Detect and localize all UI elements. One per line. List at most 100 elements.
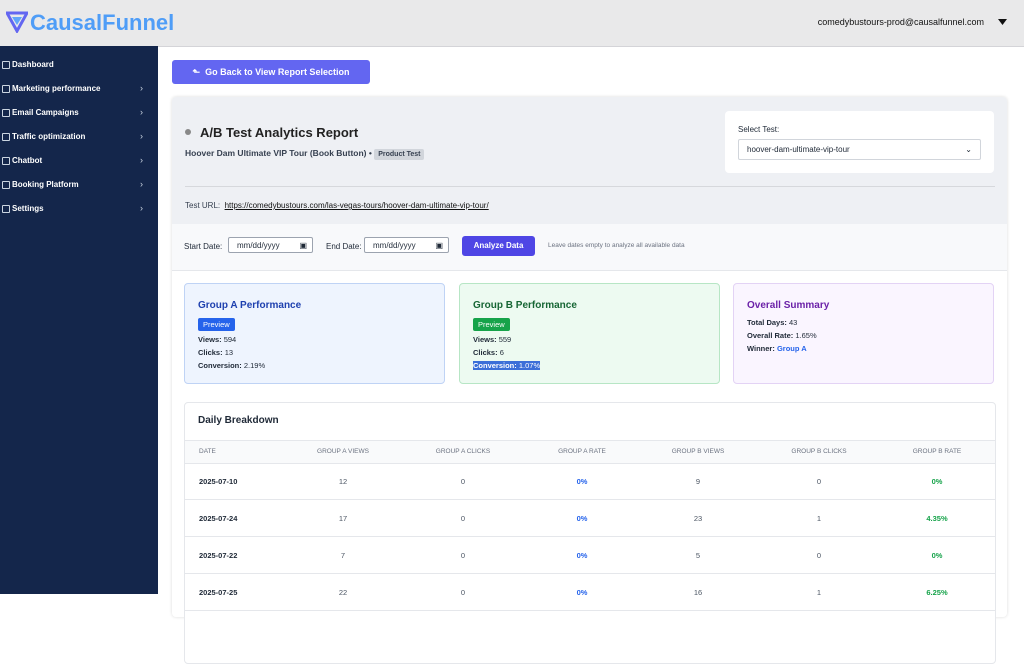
stat-value: 1.65% (795, 331, 817, 340)
stat: Winner: Group A (747, 344, 807, 353)
preview-badge[interactable]: Preview (198, 318, 235, 331)
column-header: GROUP A RATE (558, 448, 606, 455)
chevron: › (140, 179, 143, 189)
chevron: › (140, 155, 143, 165)
row-border (185, 499, 995, 500)
row-border (185, 573, 995, 574)
select-label: Select Test: (738, 125, 780, 134)
cell: 0% (576, 514, 588, 523)
filters: Start Date: mm/dd/yyyy ▣ End Date: mm/dd/… (172, 224, 1007, 271)
menu-item[interactable]: Booking Platform › (0, 179, 158, 194)
stat: Views: 594 (198, 335, 236, 344)
table-title: Daily Breakdown (198, 415, 279, 426)
column-header: GROUP B CLICKS (791, 448, 847, 455)
cell: 16 (693, 588, 703, 597)
analyze-button[interactable]: Analyze Data (462, 236, 535, 256)
logo-icon (6, 11, 28, 33)
chevron: › (140, 107, 143, 117)
group-title: Group B Performance (473, 300, 577, 311)
stat: Conversion: 2.19% (198, 361, 265, 370)
daily-table: Daily Breakdown DATE GROUP A VIEWS GROUP A… (184, 402, 996, 664)
chevron: › (140, 83, 143, 93)
test-url: Test URL: https://comedybustours.com/las… (185, 201, 489, 210)
cell: 17 (338, 514, 348, 523)
cell: 0 (460, 588, 466, 597)
url-link[interactable]: https://comedybustours.com/las-vegas-tou… (224, 201, 489, 210)
menu-item[interactable]: Chatbot › (0, 155, 158, 170)
select-value: hoover-dam-ultimate-vip-tour (747, 145, 850, 154)
caret (998, 19, 1007, 25)
group-b-card: Group B Performance Preview Views: 559 Cl… (459, 283, 720, 384)
menu-label: Settings (12, 204, 44, 213)
summary-title: Overall Summary (747, 300, 830, 311)
cell: 2025-07-22 (199, 551, 238, 560)
subtitle-text: Hoover Dam Ultimate VIP Tour (Book Butto… (185, 148, 367, 158)
stat-label: Conversion: (198, 361, 242, 370)
cell: 0 (460, 514, 466, 523)
stat-label: Clicks: (198, 348, 223, 357)
stat: Overall Rate: 1.65% (747, 331, 817, 340)
stat-label: Winner: (747, 344, 775, 353)
back-button-label: Go Back to View Report Selection (205, 67, 350, 77)
cell: 0% (576, 477, 588, 486)
menu-label: Booking Platform (12, 180, 79, 189)
menu-item[interactable]: Traffic optimization › (0, 131, 158, 146)
stat: Total Days: 43 (747, 318, 797, 327)
cell: 0 (816, 551, 822, 560)
cell: 6.25% (926, 588, 948, 597)
badge: Product Test (374, 149, 425, 160)
cell: 23 (693, 514, 703, 523)
test-select[interactable]: hoover-dam-ultimate-vip-tour ⌄ (738, 139, 981, 160)
menu-icon (2, 181, 10, 189)
report-subtitle: Hoover Dam Ultimate VIP Tour (Book Butto… (185, 148, 425, 160)
status-dot (185, 129, 191, 135)
menu-item[interactable]: Email Campaigns › (0, 107, 158, 122)
stat-value: 2.19% (243, 361, 266, 370)
stat-label: Conversion: (473, 361, 517, 370)
menu-icon (2, 157, 10, 165)
hint: Leave dates empty to analyze all availab… (548, 242, 685, 249)
report-card: A/B Test Analytics Report Hoover Dam Ult… (172, 97, 1007, 664)
menu-label: Dashboard (12, 60, 54, 69)
start-date[interactable]: mm/dd/yyyy ▣ (228, 237, 313, 253)
column-header: GROUP A CLICKS (435, 448, 491, 455)
stat: Clicks: 13 (198, 348, 233, 357)
stat-value: 594 (223, 335, 237, 344)
column-header: GROUP B RATE (912, 448, 962, 455)
menu-label: Chatbot (12, 156, 43, 165)
cell: 0% (931, 477, 943, 486)
stat: Clicks: 6 (473, 348, 504, 357)
menu-item[interactable]: Settings › (0, 203, 158, 218)
column-header: GROUP A VIEWS (317, 448, 369, 455)
menu-icon (2, 85, 10, 93)
menu-item[interactable]: Dashboard (0, 60, 158, 74)
preview-badge[interactable]: Preview (473, 318, 510, 331)
cell: 7 (340, 551, 346, 560)
column-header: DATE (199, 448, 216, 455)
stat-label: Views: (473, 335, 497, 344)
cell: 12 (338, 477, 348, 486)
group-a-card: Group A Performance Preview Views: 594 Cl… (184, 283, 445, 384)
stat-value: 559 (498, 335, 512, 344)
chevron: › (140, 203, 143, 213)
cell: 2025-07-25 (199, 588, 238, 597)
row-border (185, 610, 995, 611)
menu-item[interactable]: Marketing performance › (0, 83, 158, 98)
user-menu[interactable]: comedybustours-prod@causalfunnel.com (817, 17, 984, 27)
cell: 0% (576, 588, 588, 597)
end-label: End Date: (326, 242, 362, 251)
menu-label: Email Campaigns (12, 108, 79, 117)
url-label: Test URL: (185, 201, 221, 210)
select-panel: Select Test: hoover-dam-ultimate-vip-tou… (725, 111, 994, 173)
row-border (185, 536, 995, 537)
cell: 22 (338, 588, 348, 597)
end-date[interactable]: mm/dd/yyyy ▣ (364, 237, 449, 253)
chevron: › (140, 131, 143, 141)
cell: 0 (816, 477, 822, 486)
menu-label: Traffic optimization (12, 132, 86, 141)
report-title: A/B Test Analytics Report (200, 125, 359, 140)
stat: Conversion: 1.07% (473, 361, 541, 370)
back-button[interactable]: ⬑ Go Back to View Report Selection (172, 60, 370, 84)
start-placeholder: mm/dd/yyyy (237, 241, 280, 250)
